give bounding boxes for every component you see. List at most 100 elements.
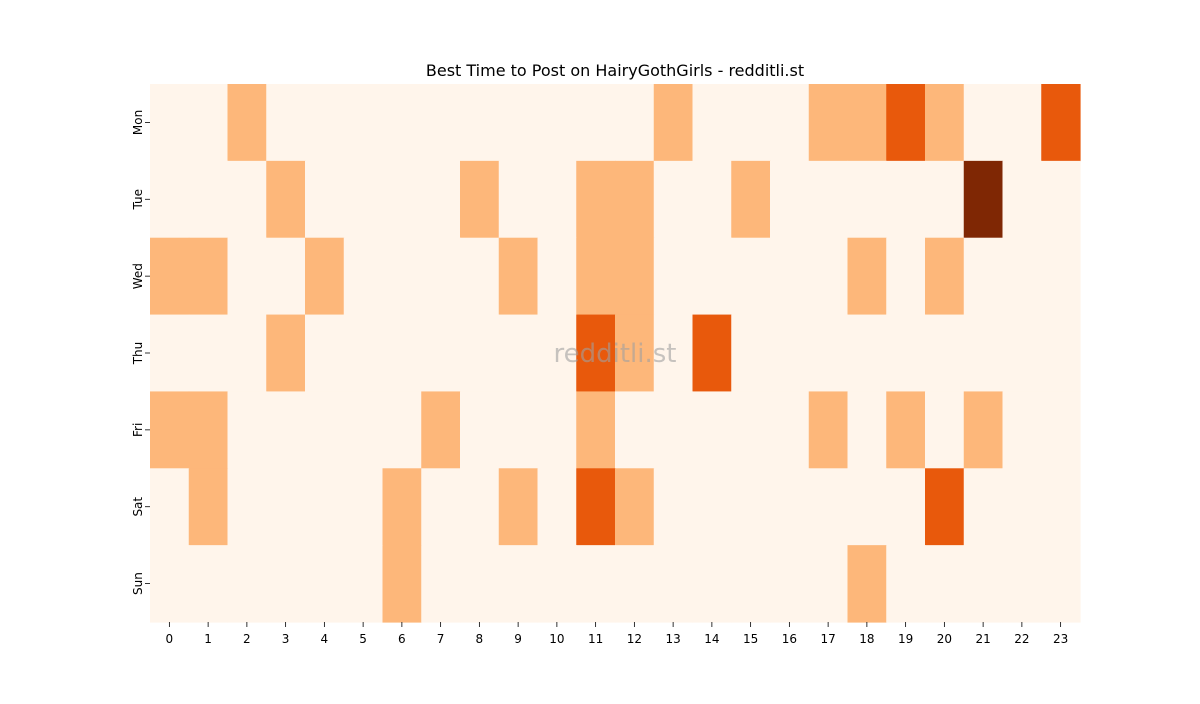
heatmap-cell-sat-18 (847, 468, 887, 546)
heatmap-cell-sun-5 (343, 545, 384, 623)
heatmap-cell-mon-20 (925, 84, 965, 162)
heatmap-cell-thu-16 (770, 314, 810, 393)
heatmap-cell-sat-11 (576, 468, 616, 546)
heatmap-cell-tue-3 (266, 160, 306, 239)
heatmap-cell-sat-20 (925, 468, 965, 546)
heatmap-cell-thu-2 (227, 314, 267, 393)
heatmap-cell-sat-12 (615, 468, 655, 546)
heatmap-cell-fri-21 (963, 391, 1004, 469)
heatmap-cell-mon-16 (770, 84, 810, 162)
heatmap-cell-thu-14 (692, 314, 732, 393)
heatmap-cell-mon-23 (1041, 84, 1081, 162)
heatmap-cell-fri-15 (731, 391, 771, 469)
heatmap-cell-wed-14 (692, 237, 732, 316)
heatmap-cell-sat-8 (460, 468, 500, 546)
heatmap-cell-sun-14 (692, 545, 732, 623)
heatmap-cell-wed-23 (1041, 237, 1081, 316)
heatmap-cell-sat-3 (266, 468, 306, 546)
heatmap-cell-thu-20 (925, 314, 965, 393)
heatmap-cell-wed-5 (343, 237, 384, 316)
heatmap-cell-thu-12 (615, 314, 655, 393)
heatmap-cell-wed-2 (227, 237, 267, 316)
heatmap-cell-wed-18 (847, 237, 887, 316)
chart-title: Best Time to Post on HairyGothGirls - re… (426, 61, 804, 80)
heatmap-cell-sat-19 (886, 468, 926, 546)
heatmap-cell-thu-6 (382, 314, 422, 393)
x-tick-label: 16 (782, 632, 797, 646)
heatmap-cell-sun-2 (227, 545, 267, 623)
heatmap-cell-tue-20 (925, 160, 965, 239)
heatmap-cell-tue-1 (188, 160, 229, 239)
heatmap-cell-fri-3 (266, 391, 306, 469)
heatmap-cell-thu-3 (266, 314, 306, 393)
heatmap-cell-tue-21 (963, 160, 1004, 239)
heatmap-cell-sun-23 (1041, 545, 1081, 623)
heatmap-cell-mon-5 (343, 84, 384, 162)
heatmap-cell-wed-6 (382, 237, 422, 316)
heatmap-cell-thu-18 (847, 314, 887, 393)
x-tick-label: 20 (937, 632, 952, 646)
watermark: redditli.st (554, 339, 677, 369)
heatmap-cell-tue-23 (1041, 160, 1081, 239)
heatmap-cell-fri-4 (305, 391, 345, 469)
heatmap-cell-tue-19 (886, 160, 926, 239)
x-tick-label: 23 (1053, 632, 1068, 646)
x-tick-label: 0 (166, 632, 174, 646)
heatmap-cell-sun-0 (150, 545, 190, 623)
heatmap-cell-tue-18 (847, 160, 887, 239)
y-tick-label: Thu (131, 342, 145, 366)
heatmap-cell-wed-3 (266, 237, 306, 316)
heatmap-cell-thu-0 (150, 314, 190, 393)
heatmap-cell-tue-13 (653, 160, 694, 239)
heatmap-cell-wed-16 (770, 237, 810, 316)
heatmap-cell-sat-21 (963, 468, 1004, 546)
heatmap-cell-wed-19 (886, 237, 926, 316)
heatmap-cell-fri-18 (847, 391, 887, 469)
x-tick-label: 8 (476, 632, 484, 646)
y-tick-label: Wed (131, 263, 145, 289)
heatmap-cell-thu-17 (808, 314, 849, 393)
y-tick-label: Fri (131, 423, 145, 437)
x-axis: 0 1 2 3 4 5 6 7 8 9 10 11 12 13 14 15 16 17 18 19 20 21 22 23 (166, 622, 1068, 646)
heatmap-cell-fri-20 (925, 391, 965, 469)
x-tick-label: 10 (549, 632, 564, 646)
heatmap-cell-fri-12 (615, 391, 655, 469)
heatmap-cell-sun-22 (1002, 545, 1042, 623)
heatmap-cell-thu-9 (498, 314, 539, 393)
heatmap-cell-sat-17 (808, 468, 849, 546)
heatmap-cell-mon-13 (653, 84, 694, 162)
heatmap-cell-fri-2 (227, 391, 267, 469)
heatmap-cell-tue-2 (227, 160, 267, 239)
heatmap-cell-sun-10 (537, 545, 577, 623)
heatmap-cell-mon-18 (847, 84, 887, 162)
heatmap-cell-thu-19 (886, 314, 926, 393)
x-tick-label: 4 (321, 632, 329, 646)
heatmap-cell-wed-12 (615, 237, 655, 316)
heatmap-cell-wed-0 (150, 237, 190, 316)
heatmap-cell-fri-16 (770, 391, 810, 469)
heatmap-cell-sun-11 (576, 545, 616, 623)
heatmap-cell-sat-0 (150, 468, 190, 546)
heatmap-cell-sun-4 (305, 545, 345, 623)
heatmap-cell-sun-19 (886, 545, 926, 623)
x-tick-label: 11 (588, 632, 603, 646)
y-axis: Mon Tue Wed Thu Fri Sat Sun (131, 110, 150, 595)
heatmap-cell-mon-0 (150, 84, 190, 162)
heatmap-cell-thu-11 (576, 314, 616, 393)
heatmap-cell-wed-15 (731, 237, 771, 316)
x-tick-label: 14 (704, 632, 719, 646)
heatmap-cell-sat-2 (227, 468, 267, 546)
heatmap-cell-sun-8 (460, 545, 500, 623)
x-tick-label: 21 (975, 632, 990, 646)
heatmap-cell-sun-9 (498, 545, 539, 623)
y-tick-label: Sat (131, 497, 145, 517)
heatmap-cell-fri-0 (150, 391, 190, 469)
heatmap-cell-tue-17 (808, 160, 849, 239)
heatmap-cell-mon-10 (537, 84, 577, 162)
heatmap-cell-tue-4 (305, 160, 345, 239)
heatmap-cell-tue-8 (460, 160, 500, 239)
x-tick-label: 17 (820, 632, 835, 646)
heatmap-cell-sun-6 (382, 545, 422, 623)
heatmap-cell-mon-19 (886, 84, 926, 162)
